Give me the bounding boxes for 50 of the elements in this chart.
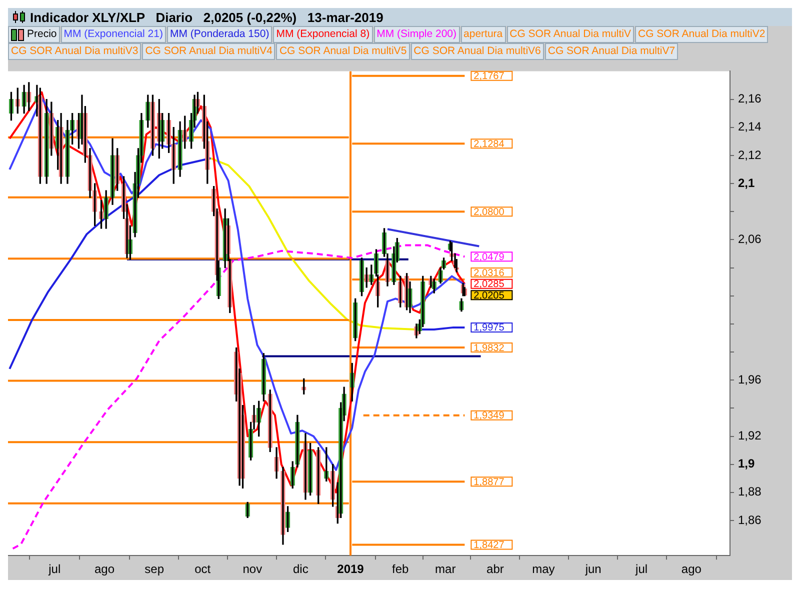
x-tick-label: dic — [292, 562, 308, 576]
text: CG SOR Anual Dia multiV — [510, 27, 632, 42]
chart-title: Indicador XLY/XLP Diario 2,0205 (-0,22%) 13-mar-2019 — [30, 10, 384, 24]
x-tick-label: 2019 — [337, 562, 364, 576]
y-tick-label: 1,92 — [738, 428, 762, 443]
x-tick-label: jul — [634, 562, 648, 576]
y-tick-label: 1,86 — [738, 512, 762, 527]
y-tick-label: 1,88 — [738, 484, 762, 499]
text: MM (Exponencial 8) — [276, 27, 370, 42]
legend-label: Precio — [27, 27, 57, 42]
data-label: 1,8427 — [474, 540, 505, 552]
y-tick-label: 2,12 — [738, 148, 762, 162]
text: CG SOR Anual Dia multiV5 — [279, 44, 407, 59]
x-tick-label: jun — [584, 562, 602, 576]
x-tick-label: may — [532, 562, 555, 576]
text: CG SOR Anual Dia multiV3 — [11, 44, 138, 59]
data-label: 2,0316 — [474, 268, 505, 279]
x-tick-label: feb — [392, 562, 410, 576]
y-tick-label: 1,96 — [738, 372, 762, 386]
y-tick-label: 2,14 — [738, 120, 762, 134]
x-tick-label: ago — [681, 562, 702, 576]
y-tick-label: 2,16 — [738, 92, 762, 106]
text: 2,0205 — [474, 290, 504, 302]
y-tick-label: 2,1 — [738, 176, 756, 190]
data-label: 2,1767 — [474, 71, 505, 82]
x-tick-label: nov — [242, 562, 262, 576]
data-label: 2,0479 — [474, 252, 505, 263]
x-tick-label: sep — [144, 562, 164, 576]
x-tick-label: abr — [486, 562, 504, 576]
data-label: 2,1284 — [474, 138, 505, 150]
text: MM (Simple 200) — [376, 27, 457, 42]
text: CG SOR Anual Dia multiV2 — [638, 27, 766, 42]
text: apertura — [464, 27, 503, 42]
x-tick-label: mar — [435, 562, 456, 576]
text: MM (Ponderada 150) — [170, 27, 270, 42]
y-tick-label: 2,06 — [738, 232, 762, 246]
data-label: 2,0285 — [474, 279, 505, 290]
data-label: 1,9832 — [474, 342, 505, 354]
data-label: 1,9349 — [474, 410, 505, 422]
data-label: 1,9975 — [474, 322, 505, 334]
y-tick-label: 1,9 — [738, 456, 756, 471]
x-tick-label: ago — [94, 562, 115, 576]
data-label: 2,0800 — [474, 206, 505, 218]
x-tick-label: oct — [194, 562, 212, 576]
text: CG SOR Anual Dia multiV4 — [145, 44, 272, 59]
x-tick-label: jul — [48, 562, 61, 576]
data-label: 1,8877 — [474, 476, 505, 488]
text: CG SOR Anual Dia multiV7 — [548, 44, 676, 59]
text: MM (Exponencial 21) — [64, 27, 163, 42]
text: CG SOR Anual Dia multiV6 — [414, 44, 541, 59]
